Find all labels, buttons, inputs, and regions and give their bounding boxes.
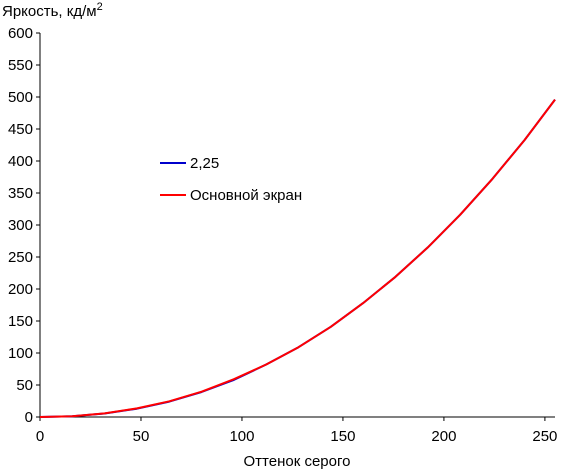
y-tick-label: 150 [8, 313, 33, 330]
y-tick-label: 350 [8, 185, 33, 202]
y-tick-label: 0 [25, 409, 33, 426]
x-tick-label: 0 [36, 428, 44, 445]
x-tick-label: 150 [330, 428, 355, 445]
x-tick-label: 200 [431, 428, 456, 445]
series-line-2-25 [39, 98, 556, 418]
y-tick-label: 50 [16, 377, 33, 394]
x-tick-label: 50 [133, 428, 150, 445]
y-axis-title: Яркость, кд/м2 [2, 1, 103, 20]
y-tick-label: 550 [8, 57, 33, 74]
legend: 2,25 Основной экран [160, 155, 302, 204]
x-tick-label: 100 [229, 428, 254, 445]
y-tick-label: 200 [8, 281, 33, 298]
y-tick-label: 100 [8, 345, 33, 362]
y-axis-title-superscript: 2 [97, 1, 103, 13]
legend-label-main-screen: Основной экран [190, 187, 302, 204]
y-tick-label: 450 [8, 121, 33, 138]
series-layer [39, 98, 556, 418]
y-tick-label: 300 [8, 217, 33, 234]
y-axis-ticks: 0 50 100 150 200 250 300 350 400 450 500 550 600 [8, 25, 40, 426]
x-tick-label: 250 [532, 428, 557, 445]
y-tick-label: 600 [8, 25, 33, 42]
series-line-main-screen [39, 98, 556, 418]
y-tick-label: 250 [8, 249, 33, 266]
x-axis-ticks: 0 50 100 150 200 250 [36, 417, 557, 445]
x-axis-title: Оттенок серого [244, 453, 351, 470]
y-tick-label: 400 [8, 153, 33, 170]
y-tick-label: 500 [8, 89, 33, 106]
legend-label-2-25: 2,25 [190, 155, 219, 172]
